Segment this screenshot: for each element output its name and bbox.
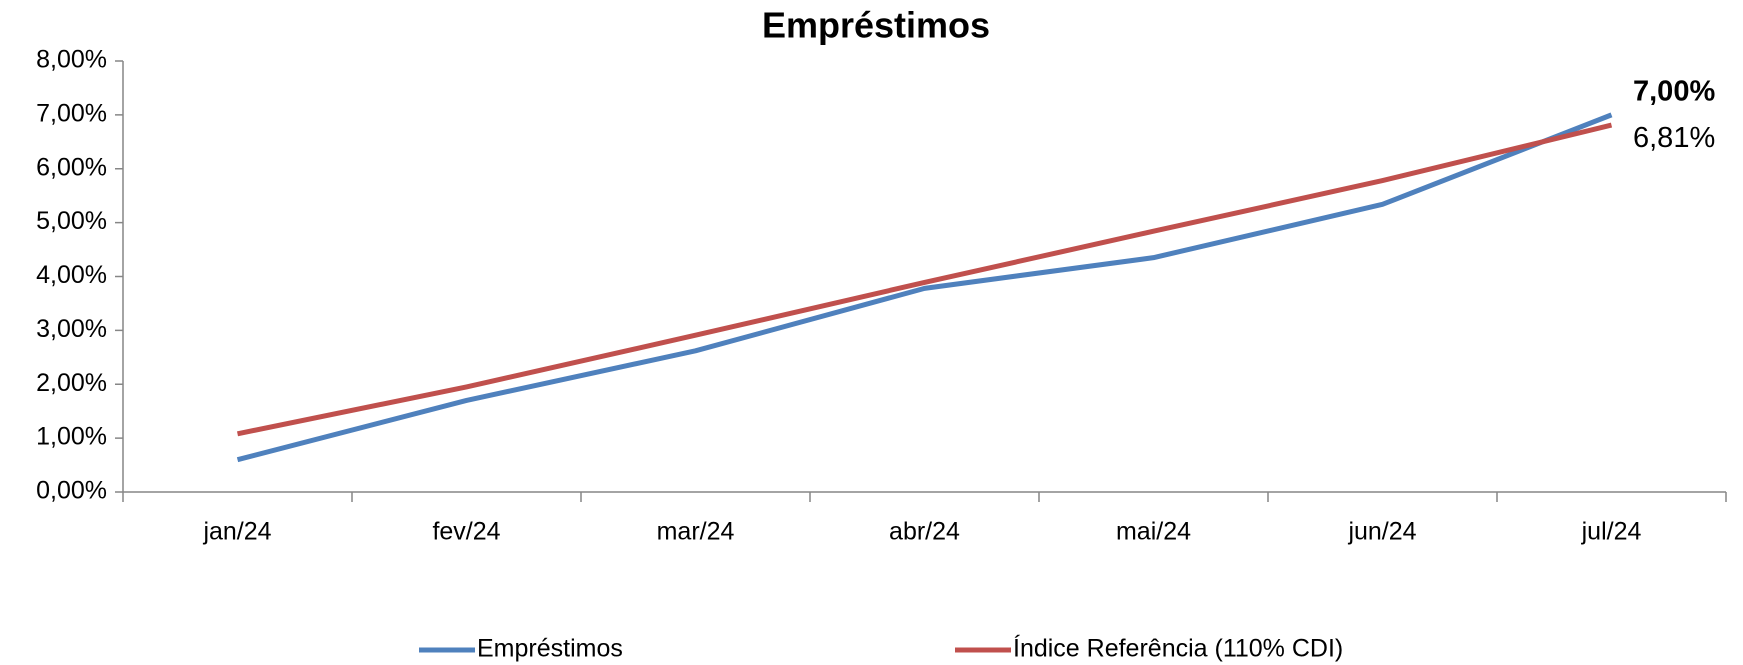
series-line xyxy=(236,112,1613,463)
y-tick-label: 4,00% xyxy=(36,261,107,289)
chart-title: Empréstimos xyxy=(762,5,990,46)
legend-label: Índice Referência (110% CDI) xyxy=(1013,634,1343,663)
x-tick-label: jan/24 xyxy=(202,518,271,546)
x-tick-label: mar/24 xyxy=(657,518,735,546)
y-tick-label: 8,00% xyxy=(36,46,107,74)
x-tick-label: mai/24 xyxy=(1116,518,1191,546)
data-label: 6,81% xyxy=(1633,122,1715,154)
y-tick-label: 6,00% xyxy=(36,153,107,181)
x-tick-label: fev/24 xyxy=(432,518,500,546)
y-tick-label: 1,00% xyxy=(36,423,107,451)
x-tick-label: jul/24 xyxy=(1581,518,1642,546)
y-tick-label: 7,00% xyxy=(36,99,107,127)
y-tick-label: 5,00% xyxy=(36,207,107,235)
data-label: 7,00% xyxy=(1633,76,1715,108)
legend-label: Empréstimos xyxy=(477,635,623,663)
x-tick-label: jun/24 xyxy=(1347,518,1416,546)
series-line xyxy=(236,122,1613,437)
y-tick-label: 3,00% xyxy=(36,315,107,343)
y-tick-label: 2,00% xyxy=(36,369,107,397)
x-tick-label: abr/24 xyxy=(889,518,960,546)
y-tick-label: 0,00% xyxy=(36,477,107,505)
